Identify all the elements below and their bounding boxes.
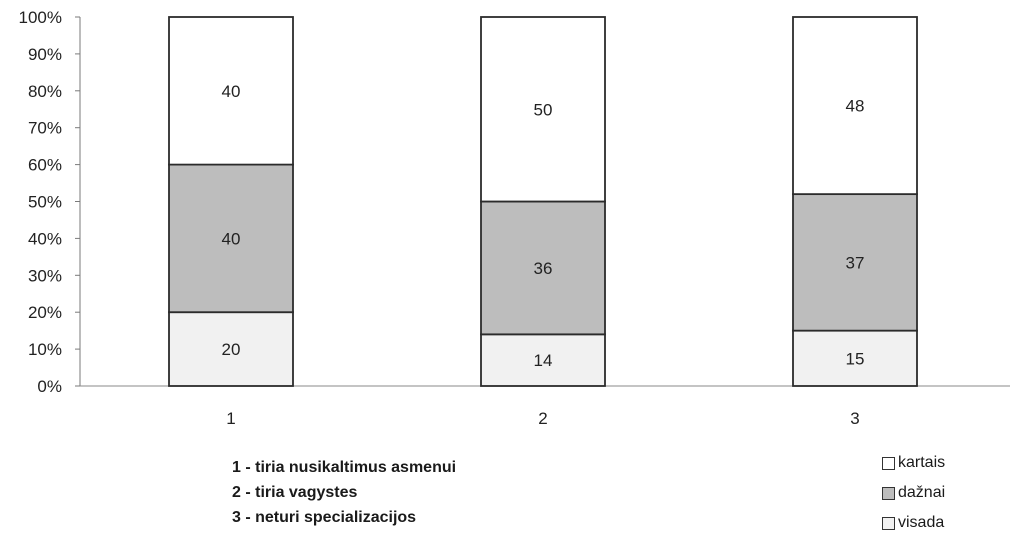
x-axis: 1 2 3	[80, 385, 1010, 428]
bars	[168, 16, 918, 387]
legend-item-daznai: dažnai	[882, 478, 945, 508]
data-label-visada-1: 20	[222, 340, 241, 359]
bar-segment-visada-1	[168, 311, 294, 387]
y-tick-label: 90%	[28, 45, 62, 64]
category-note-2: 2 - tiria vagystes	[232, 484, 358, 501]
y-tick-label: 100%	[19, 8, 62, 27]
y-tick-label: 10%	[28, 340, 62, 359]
y-tick-label: 0%	[37, 377, 62, 396]
data-label-dažnai-2: 36	[534, 259, 553, 278]
legend-label-visada: visada	[898, 514, 945, 531]
data-label-visada-3: 15	[846, 349, 865, 368]
y-tick-label: 50%	[28, 193, 62, 212]
bar-segment-dažnai-1	[168, 163, 294, 314]
legend-item-kartais: kartais	[882, 448, 945, 478]
data-label-kartais-3: 48	[846, 97, 865, 116]
data-label-kartais-2: 50	[534, 100, 553, 119]
legend: kartais dažnai visada	[882, 448, 945, 538]
y-tick-label: 60%	[28, 156, 62, 175]
x-tick-label: 3	[850, 409, 859, 428]
legend-swatch-visada	[882, 516, 895, 530]
y-tick-label: 40%	[28, 229, 62, 248]
category-notes: 1 - tiria nusikaltimus asmenui 2 - tiria…	[232, 455, 456, 530]
bar-segment-kartais-2	[480, 16, 606, 203]
category-note-3: 3 - neturi specializacijos	[232, 509, 417, 526]
bar-segment-visada-2	[480, 333, 606, 387]
bar-segment-kartais-1	[168, 16, 294, 166]
data-label-dažnai-3: 37	[846, 253, 865, 272]
legend-swatch-daznai	[882, 486, 895, 500]
bar-segment-dažnai-2	[480, 200, 606, 336]
data-labels: 20 40 40 14 36 50 15 37 48	[222, 82, 865, 370]
bar-segment-visada-3	[792, 329, 918, 387]
y-tick-label: 20%	[28, 303, 62, 322]
x-tick-label: 1	[226, 409, 235, 428]
legend-label-kartais: kartais	[898, 454, 946, 471]
bar-segment-dažnai-3	[792, 193, 918, 332]
legend-item-visada: visada	[882, 508, 945, 538]
x-tick-label: 2	[538, 409, 547, 428]
legend-swatch-kartais	[882, 456, 895, 470]
data-label-visada-2: 14	[534, 351, 553, 370]
y-tick-label: 70%	[28, 119, 62, 138]
legend-label-daznai: dažnai	[898, 484, 946, 501]
y-tick-label: 80%	[28, 82, 62, 101]
category-note-1: 1 - tiria nusikaltimus asmenui	[232, 459, 457, 476]
y-tick-label: 30%	[28, 266, 62, 285]
y-axis: 0% 10% 20% 30% 40% 50% 60% 70% 80% 90% 100%	[19, 8, 81, 396]
bar-segment-kartais-3	[792, 16, 918, 196]
data-label-dažnai-1: 40	[222, 229, 241, 248]
data-label-kartais-1: 40	[222, 82, 241, 101]
